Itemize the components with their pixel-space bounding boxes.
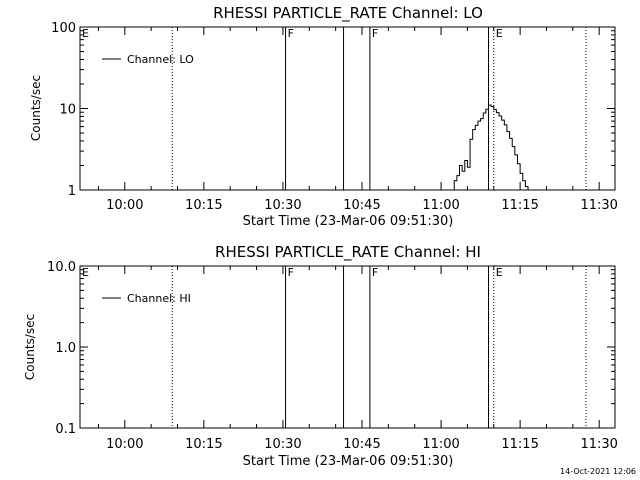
x-tick-label: 10:00 — [106, 437, 143, 452]
y-tick-label: 1.0 — [55, 341, 76, 356]
lo-edge-label: E — [82, 27, 89, 40]
hi-event-markers — [171, 266, 587, 428]
hi-edge-label: E — [82, 266, 89, 279]
hi-x-axis-label: Start Time (23-Mar-06 09:51:30) — [243, 454, 454, 469]
hi-y-axis-label: Counts/sec — [23, 314, 37, 380]
x-tick-label: 11:30 — [580, 437, 617, 452]
x-tick-label: 10:00 — [106, 198, 143, 213]
data-series-line — [451, 104, 534, 191]
event-marker-label: E — [496, 27, 503, 40]
event-marker-label: F — [288, 266, 294, 279]
y-tick-label: 10.0 — [47, 260, 76, 275]
y-tick-label: 0.1 — [55, 422, 76, 437]
y-tick-label: 10 — [59, 103, 76, 118]
hi-chart-title: RHESSI PARTICLE_RATE Channel: HI — [215, 243, 481, 262]
hi-x-axis: 10:00 10:15 10:30 10:45 11:00 11:15 11:30 — [97, 266, 618, 452]
lo-legend-label: Channel: LO — [127, 53, 194, 66]
x-tick-label: 10:45 — [343, 198, 380, 213]
hi-channel-panel: RHESSI PARTICLE_RATE Channel: HI 10:00 10… — [23, 243, 618, 469]
x-tick-label: 10:45 — [343, 437, 380, 452]
x-tick-label: 10:15 — [185, 198, 222, 213]
event-marker-label: F — [372, 27, 378, 40]
x-tick-label: 11:30 — [580, 198, 617, 213]
x-tick-label: 10:30 — [264, 437, 301, 452]
event-marker-label: F — [372, 266, 378, 279]
hi-plot-frame — [79, 265, 616, 429]
event-marker-label: E — [496, 266, 503, 279]
lo-x-axis-label: Start Time (23-Mar-06 09:51:30) — [243, 214, 454, 229]
x-tick-label: 11:00 — [422, 437, 459, 452]
lo-y-axis-label: Counts/sec — [29, 75, 43, 141]
x-tick-label: 11:15 — [501, 437, 538, 452]
plot-timestamp: 14-Oct-2021 12:06 — [560, 467, 636, 476]
hi-legend: Channel: HI — [102, 292, 191, 305]
lo-legend: Channel: LO — [102, 53, 194, 66]
lo-plot-frame — [79, 26, 616, 191]
y-tick-label: 1 — [68, 184, 76, 199]
event-marker-label: F — [288, 27, 294, 40]
x-tick-label: 11:00 — [422, 198, 459, 213]
lo-y-axis: 1 10 100 — [51, 21, 615, 199]
lo-channel-panel: RHESSI PARTICLE_RATE Channel: LO 10:00 10… — [29, 4, 618, 229]
x-tick-label: 11:15 — [501, 198, 538, 213]
lo-event-markers — [171, 27, 587, 190]
y-tick-label: 100 — [51, 21, 76, 36]
lo-x-axis: 10:00 10:15 10:30 10:45 11:00 11:15 11:30 — [97, 27, 618, 213]
lo-chart-title: RHESSI PARTICLE_RATE Channel: LO — [213, 4, 483, 23]
x-tick-label: 10:30 — [264, 198, 301, 213]
x-tick-label: 10:15 — [185, 437, 222, 452]
lo-series — [451, 104, 534, 191]
hi-legend-label: Channel: HI — [127, 292, 191, 305]
hi-y-axis: 0.1 1.0 10.0 — [47, 260, 615, 437]
